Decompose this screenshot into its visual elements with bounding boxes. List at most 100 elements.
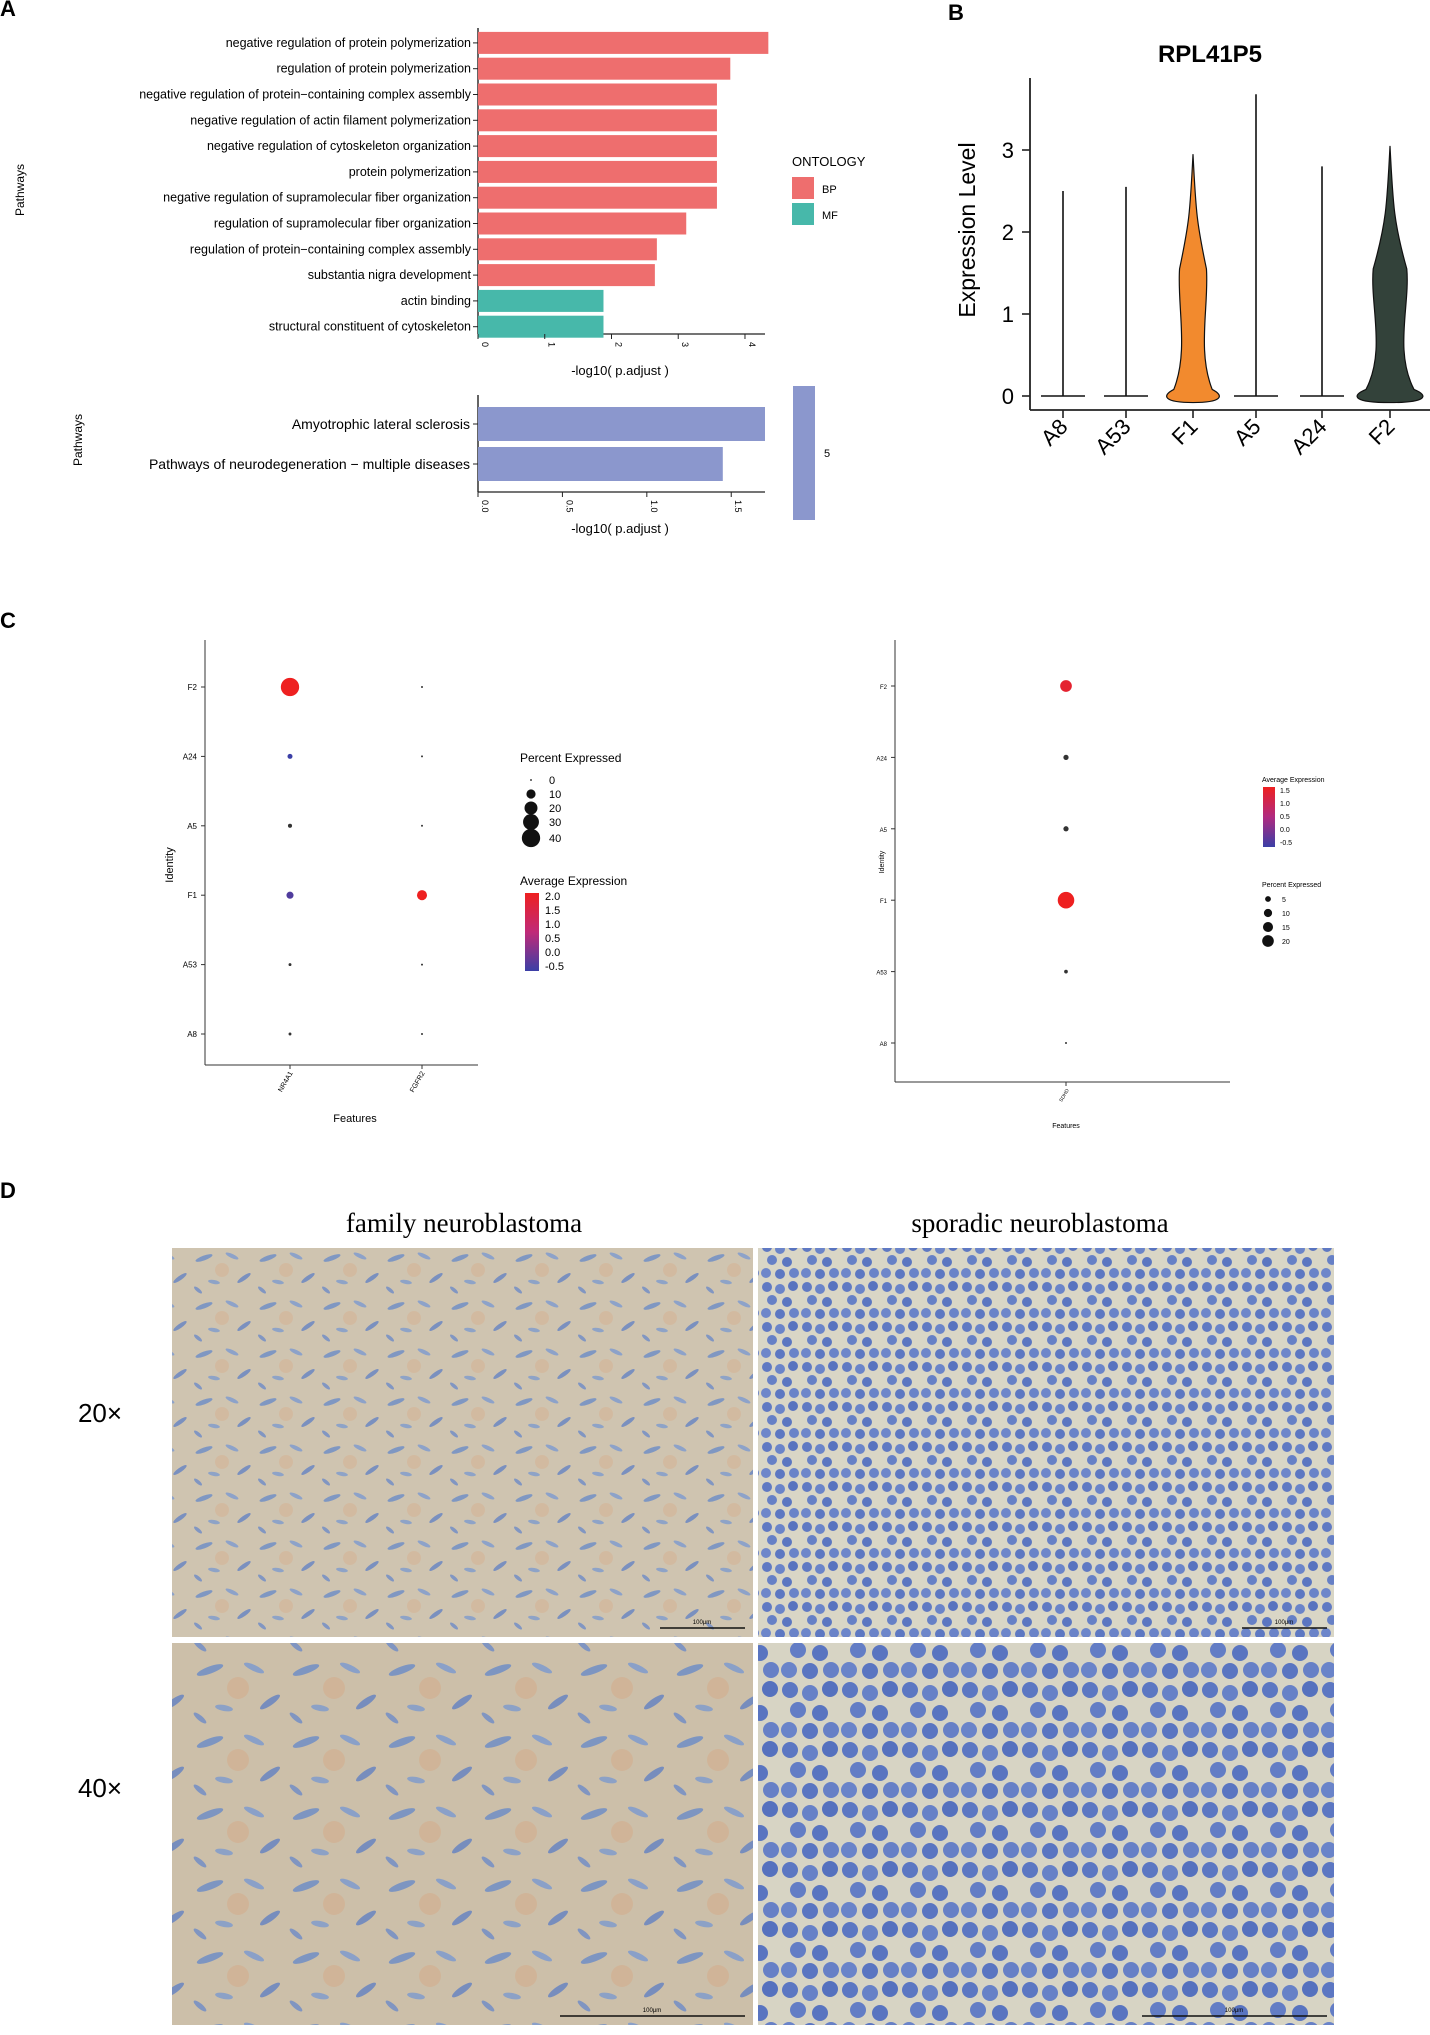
kegg-bar bbox=[478, 447, 723, 481]
go-category-label: regulation of protein polymerization bbox=[276, 62, 471, 76]
violin-x-tick-label: A53 bbox=[1090, 414, 1135, 459]
avg-legend-colorbar bbox=[525, 893, 539, 971]
go-x-tick-label: 4 bbox=[747, 342, 757, 347]
dotplot-point bbox=[1064, 969, 1068, 974]
panel-b-letter: B bbox=[948, 0, 964, 25]
col-label-family: family neuroblastoma bbox=[346, 1208, 582, 1238]
violin-shapes bbox=[1041, 94, 1424, 404]
dotplot-left-y-label: Identity bbox=[164, 847, 176, 883]
col-label-sporadic: sporadic neuroblastoma bbox=[911, 1208, 1168, 1238]
violin-y-tick-label: 2 bbox=[1002, 220, 1014, 245]
go-x-axis-label: -log10( p.adjust ) bbox=[571, 363, 669, 378]
dotplot-point bbox=[1060, 680, 1072, 692]
ontology-legend-title: ONTOLOGY bbox=[792, 154, 866, 169]
micrograph-sporadic-40x: 100μm bbox=[758, 1643, 1334, 2025]
avg-legend-right-tick-label: 0.0 bbox=[1280, 827, 1290, 834]
violin-x-tick-label: A8 bbox=[1036, 414, 1073, 451]
pct-legend-dot bbox=[524, 801, 538, 815]
violin-a5 bbox=[1234, 94, 1278, 397]
kegg-x-tick-label: 0.0 bbox=[480, 500, 490, 513]
kegg-legend-colorbar bbox=[793, 386, 815, 520]
dotplot-point bbox=[421, 755, 423, 758]
dotplot-left-x-ticks: NR4A1 FGFR2 bbox=[277, 1065, 427, 1094]
avg-legend-right-tick-label: 0.5 bbox=[1280, 814, 1290, 821]
go-bar bbox=[478, 315, 604, 338]
pct-legend-label: 0 bbox=[549, 775, 555, 787]
panel-c-letter: C bbox=[0, 608, 16, 633]
kegg-category-label: Pathways of neurodegeneration − multiple… bbox=[149, 456, 470, 472]
go-x-tick-label: 2 bbox=[613, 342, 623, 347]
violin-a8 bbox=[1041, 191, 1085, 397]
panel-a-go-chart: negative regulation of protein polymeriz… bbox=[13, 28, 866, 378]
pct-legend-dot bbox=[530, 779, 532, 781]
go-bars bbox=[478, 31, 769, 338]
dotplot-feature-label: SDHD bbox=[1058, 1088, 1070, 1104]
go-x-tick-label: 0 bbox=[480, 342, 490, 347]
avg-legend-tick-label: 0.0 bbox=[545, 947, 560, 959]
dotplot-feature-label: FGFR2 bbox=[409, 1070, 427, 1093]
violin-x-ticks: A8 A53 F1 A5 A24 F2 bbox=[1036, 410, 1400, 459]
violin-x-tick-label: A5 bbox=[1229, 414, 1266, 451]
kegg-category-labels: Amyotrophic lateral sclerosis Pathways of… bbox=[149, 416, 478, 472]
avg-legend-title: Average Expression bbox=[520, 874, 627, 888]
dotplot-identity-label: A8 bbox=[187, 1030, 197, 1039]
go-category-label: negative regulation of actin filament po… bbox=[190, 113, 471, 127]
dotplot-identity-label: A5 bbox=[880, 828, 888, 834]
micrograph-sporadic-20x: 100μm bbox=[758, 1248, 1334, 1637]
violin-a53 bbox=[1104, 186, 1148, 397]
dotplot-right-y-ticks: A8 A53 F1 A5 A24 F2 bbox=[876, 685, 895, 1048]
dotplot-point bbox=[286, 891, 294, 899]
dotplot-point bbox=[288, 963, 292, 967]
dotplot-identity-label: A53 bbox=[876, 971, 887, 977]
legend-label-bp: BP bbox=[822, 184, 837, 196]
micrograph-family-20x: 100μm bbox=[172, 1248, 753, 1637]
dotplot-right-x-label: Features bbox=[1052, 1123, 1080, 1130]
avg-legend-tick-label: -0.5 bbox=[545, 961, 564, 973]
dotplot-identity-label: A24 bbox=[183, 752, 198, 761]
pct-legend-right-label: 10 bbox=[1282, 911, 1290, 918]
pct-legend-right-title: Percent Expressed bbox=[1262, 882, 1321, 889]
dotplot-point bbox=[288, 1032, 292, 1036]
panel-d-letter: D bbox=[0, 1178, 16, 1203]
dotplot-identity-label: A24 bbox=[876, 756, 887, 762]
go-bar bbox=[478, 57, 731, 80]
go-category-label: actin binding bbox=[401, 294, 471, 308]
avg-legend-tick-label: 0.5 bbox=[545, 933, 560, 945]
dotplot-point bbox=[421, 686, 423, 688]
go-x-ticks: 0 1 2 3 4 bbox=[477, 334, 757, 347]
violin-y-tick-label: 0 bbox=[1002, 384, 1014, 409]
kegg-x-tick-label: 1.0 bbox=[649, 500, 659, 513]
pct-legend-label: 10 bbox=[549, 789, 561, 801]
dotplot-right-y-label: Identity bbox=[879, 850, 886, 873]
pct-legend-title: Percent Expressed bbox=[520, 751, 621, 765]
go-category-label: negative regulation of supramolecular fi… bbox=[163, 191, 471, 205]
go-category-labels: negative regulation of protein polymeriz… bbox=[139, 36, 478, 334]
violin-y-axis-label: Expression Level bbox=[954, 142, 980, 317]
go-category-label: protein polymerization bbox=[349, 165, 471, 179]
pct-legend-right-dot bbox=[1263, 908, 1273, 918]
go-category-label: negative regulation of protein polymeriz… bbox=[226, 36, 471, 50]
avg-legend-ticks: 2.0 1.5 1.0 0.5 0.0 -0.5 bbox=[545, 891, 564, 973]
pct-legend-label: 40 bbox=[549, 833, 561, 845]
avg-expression-legend-right: Average Expression 1.5 1.0 0.5 0.0 -0.5 bbox=[1262, 777, 1325, 847]
violin-a24 bbox=[1300, 166, 1344, 397]
kegg-bar bbox=[478, 407, 765, 441]
pct-legend-right-label: 15 bbox=[1282, 925, 1290, 932]
violin-x-tick-label: F2 bbox=[1364, 414, 1400, 450]
avg-legend-right-tick-label: 1.5 bbox=[1280, 788, 1290, 795]
pct-legend-dot bbox=[523, 814, 539, 830]
avg-legend-right-colorbar bbox=[1263, 787, 1275, 847]
panel-a-kegg-chart: Amyotrophic lateral sclerosis Pathways of… bbox=[71, 386, 830, 536]
dotplot-left-y-ticks: A8 A53 F1 A5 A24 F2 bbox=[183, 683, 205, 1039]
dotplot-identity-label: A5 bbox=[187, 822, 197, 831]
violin-x-tick-label: F1 bbox=[1167, 414, 1203, 450]
dotplot-identity-label: A8 bbox=[880, 1042, 888, 1048]
dotplot-left-points bbox=[280, 677, 428, 1036]
pct-legend-right-dot bbox=[1265, 896, 1271, 902]
dotplot-right-points bbox=[1057, 680, 1075, 1044]
go-bar bbox=[478, 109, 717, 132]
go-bar bbox=[478, 31, 769, 54]
go-bar bbox=[478, 238, 657, 261]
violin-y-tick-label: 3 bbox=[1002, 138, 1014, 163]
